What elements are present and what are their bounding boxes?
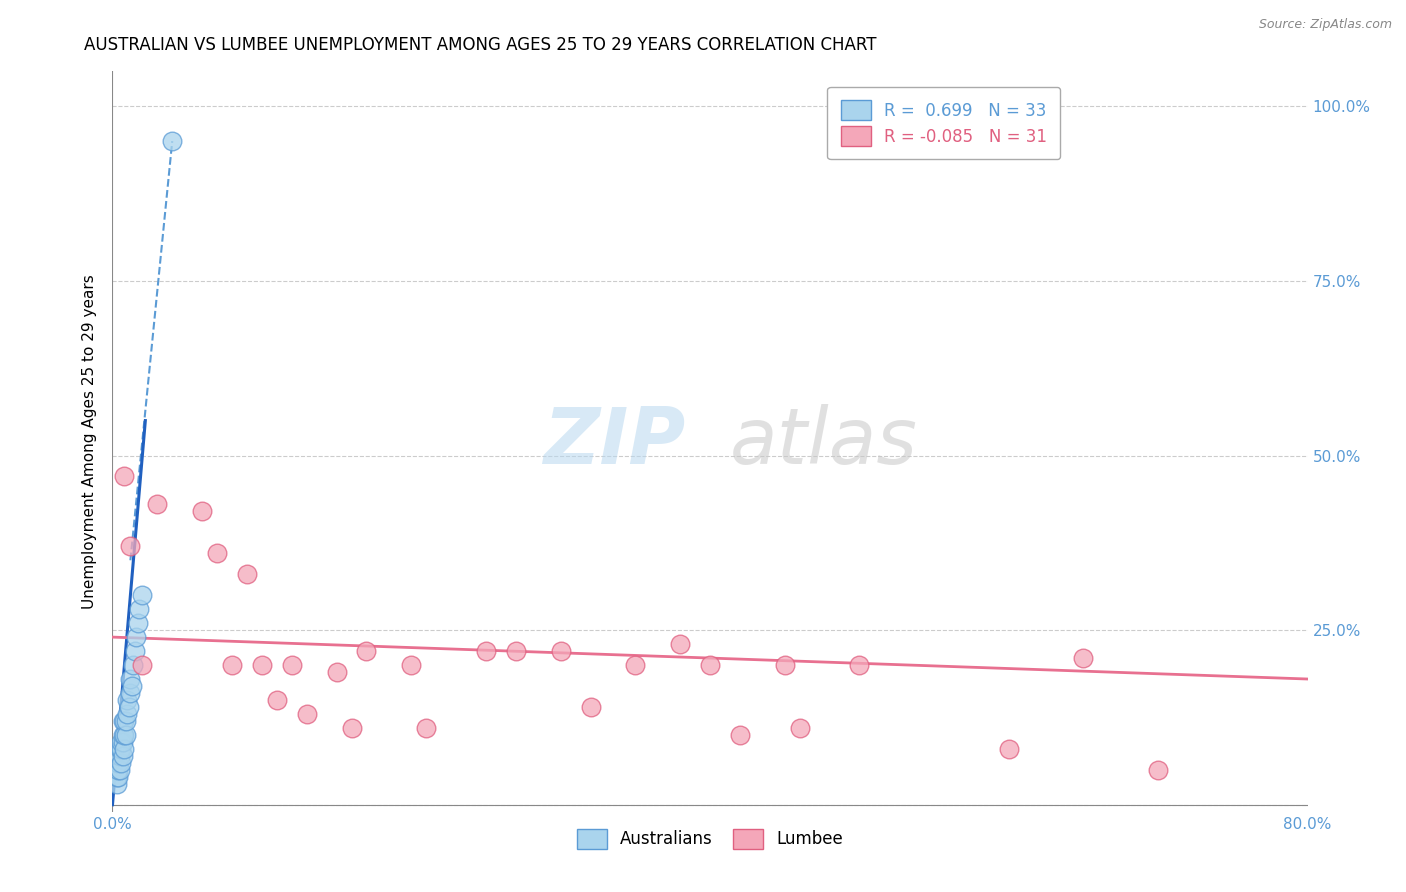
Point	[117, 693, 139, 707]
Point	[117, 706, 139, 721]
Point	[108, 748, 131, 763]
Point	[107, 763, 129, 777]
Point	[848, 658, 870, 673]
Point	[114, 728, 135, 742]
Point	[110, 756, 132, 770]
Point	[236, 567, 259, 582]
Point	[505, 644, 527, 658]
Point	[221, 658, 243, 673]
Point	[998, 742, 1021, 756]
Point	[550, 644, 572, 658]
Point	[773, 658, 796, 673]
Point	[401, 658, 423, 673]
Point	[128, 602, 150, 616]
Point	[111, 748, 134, 763]
Point	[579, 700, 602, 714]
Point	[114, 742, 135, 756]
Legend: Australians, Lumbee: Australians, Lumbee	[571, 822, 849, 855]
Point	[131, 588, 153, 602]
Point	[125, 630, 148, 644]
Point	[281, 658, 304, 673]
Point	[121, 679, 143, 693]
Point	[146, 497, 169, 511]
Point	[120, 672, 142, 686]
Point	[356, 644, 378, 658]
Point	[111, 735, 134, 749]
Point	[1073, 651, 1095, 665]
Point	[122, 658, 145, 673]
Point	[115, 728, 138, 742]
Point	[108, 763, 131, 777]
Point	[415, 721, 437, 735]
Point	[669, 637, 692, 651]
Point	[127, 616, 149, 631]
Point	[1147, 763, 1170, 777]
Point	[191, 504, 214, 518]
Point	[118, 700, 141, 714]
Point	[105, 777, 128, 791]
Point	[475, 644, 498, 658]
Point	[325, 665, 347, 679]
Point	[107, 770, 129, 784]
Text: Source: ZipAtlas.com: Source: ZipAtlas.com	[1258, 18, 1392, 31]
Point	[114, 469, 135, 483]
Point	[110, 742, 132, 756]
Point	[699, 658, 721, 673]
Point	[124, 644, 146, 658]
Point	[108, 742, 131, 756]
Point	[205, 546, 228, 560]
Point	[111, 728, 134, 742]
Point	[105, 770, 128, 784]
Point	[789, 721, 811, 735]
Point	[295, 706, 318, 721]
Point	[728, 728, 751, 742]
Text: atlas: atlas	[730, 403, 918, 480]
Point	[120, 686, 142, 700]
Point	[250, 658, 273, 673]
Point	[110, 735, 132, 749]
Text: ZIP: ZIP	[543, 403, 686, 480]
Point	[120, 539, 142, 553]
Point	[107, 756, 129, 770]
Point	[624, 658, 647, 673]
Point	[131, 658, 153, 673]
Point	[266, 693, 288, 707]
Point	[114, 714, 135, 728]
Y-axis label: Unemployment Among Ages 25 to 29 years: Unemployment Among Ages 25 to 29 years	[82, 274, 97, 609]
Point	[115, 714, 138, 728]
Text: AUSTRALIAN VS LUMBEE UNEMPLOYMENT AMONG AGES 25 TO 29 YEARS CORRELATION CHART: AUSTRALIAN VS LUMBEE UNEMPLOYMENT AMONG …	[84, 36, 877, 54]
Point	[111, 714, 134, 728]
Point	[162, 134, 183, 148]
Point	[340, 721, 363, 735]
